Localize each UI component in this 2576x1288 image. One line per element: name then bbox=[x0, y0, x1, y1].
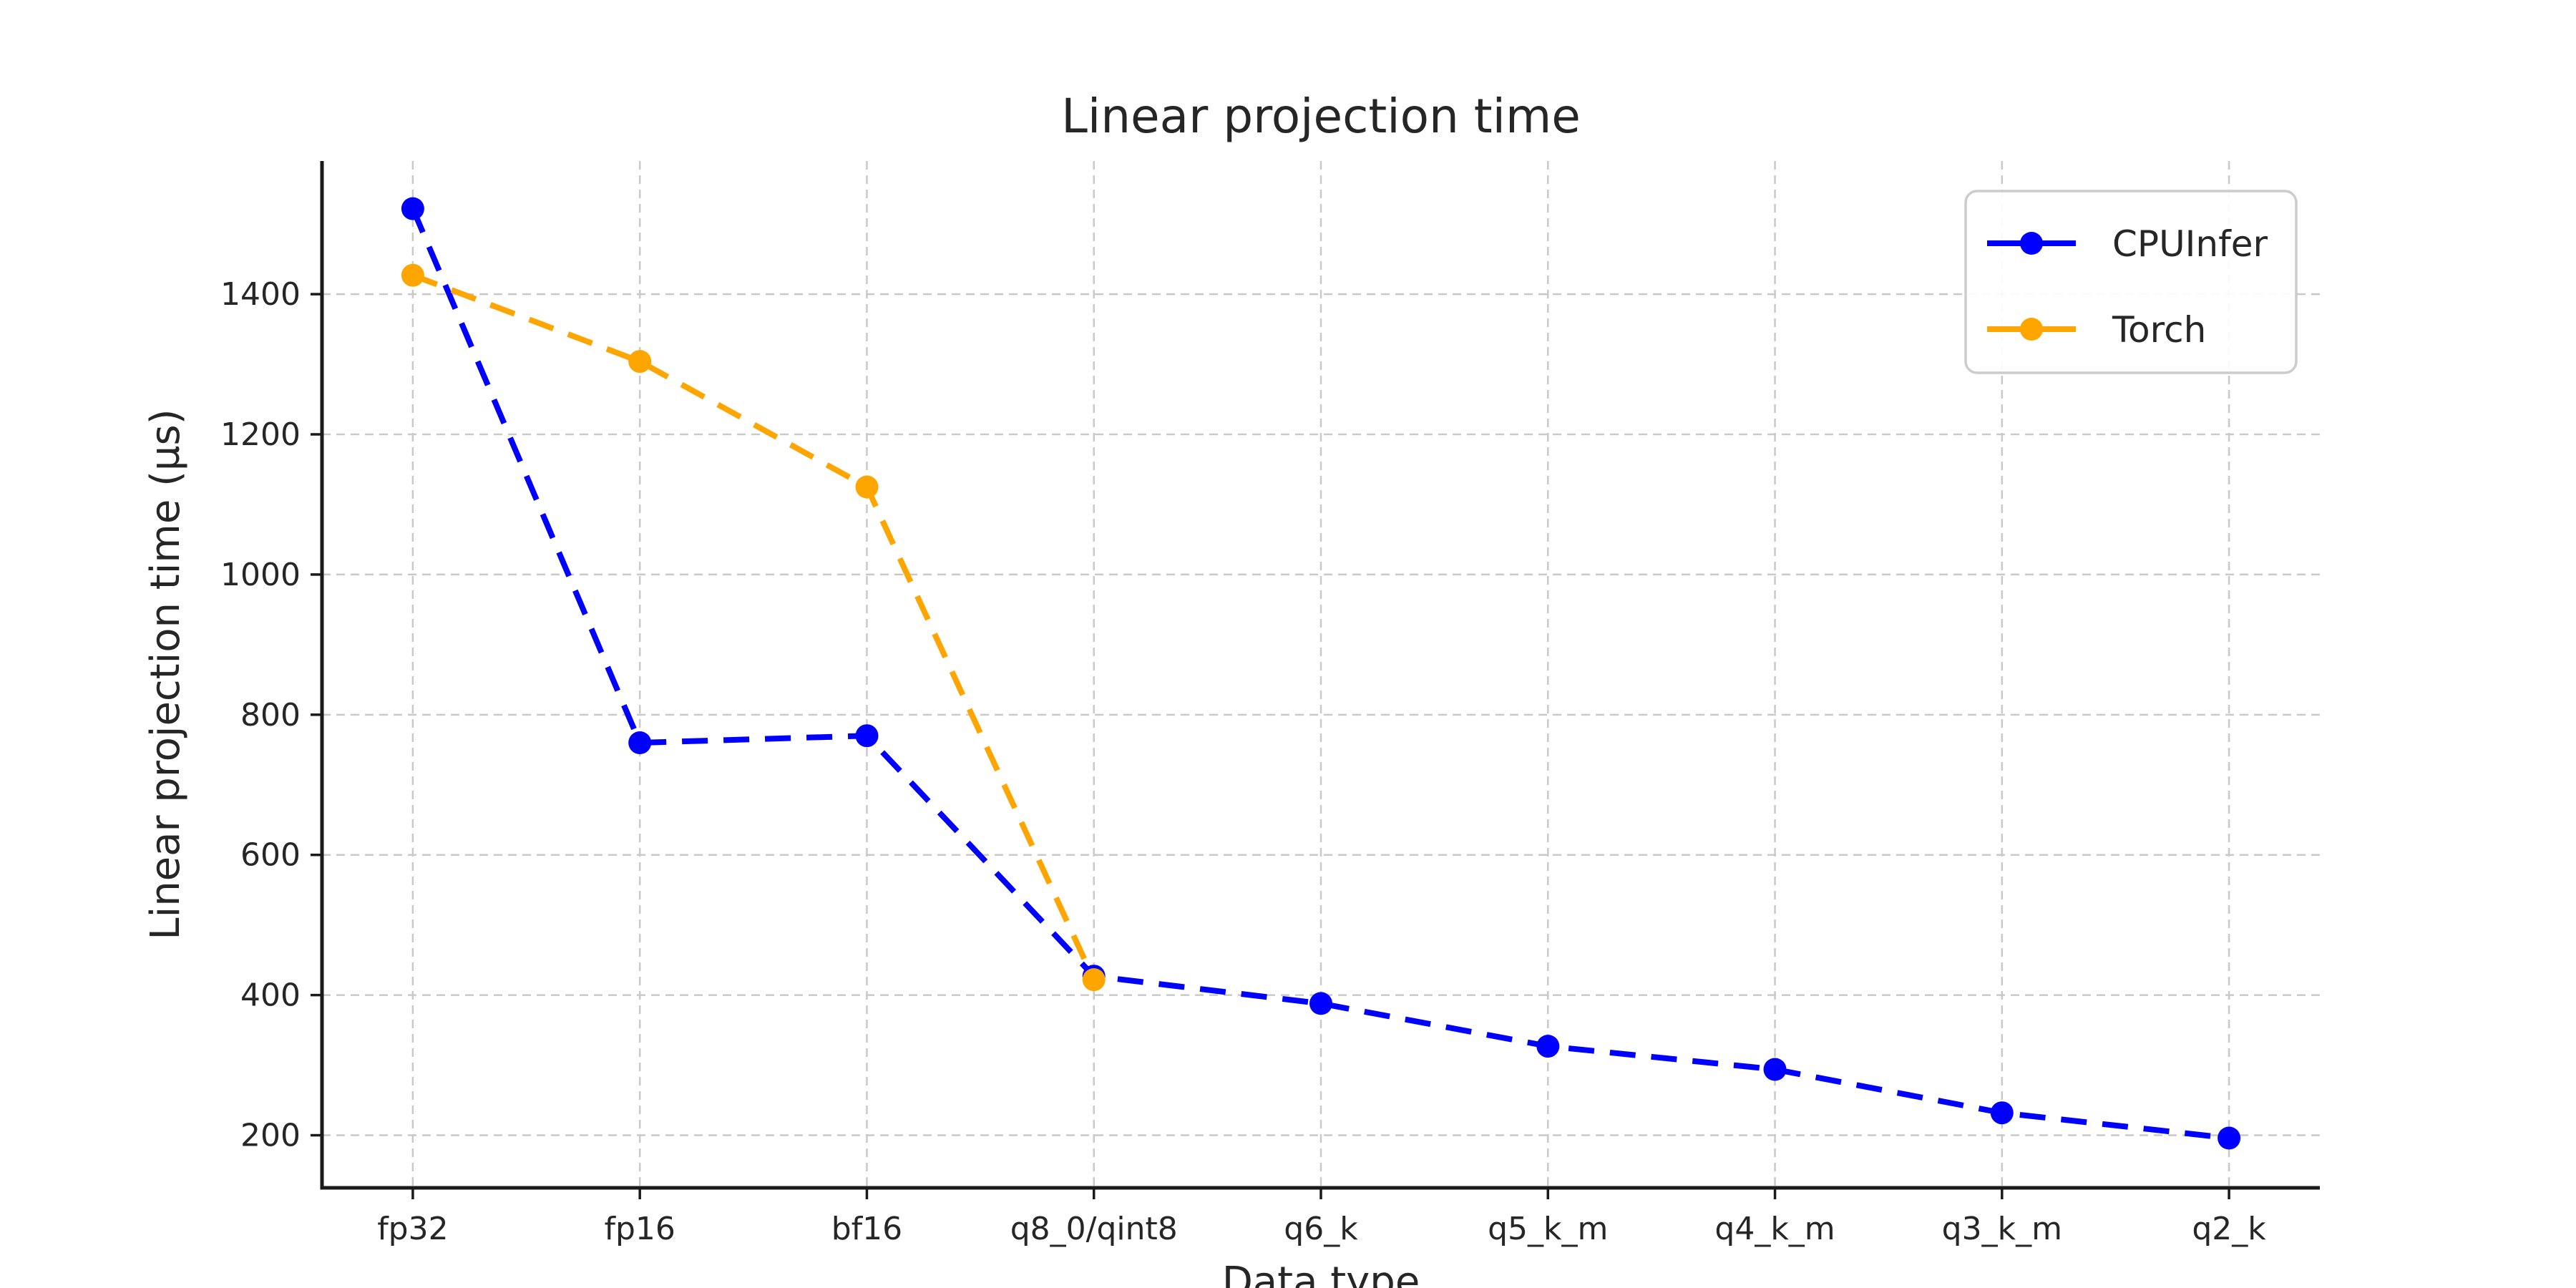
data-point-cpuinfer-q3_k_m bbox=[1990, 1101, 2014, 1125]
x-tick-label: fp16 bbox=[604, 1211, 675, 1247]
y-axis-label: Linear projection time (µs) bbox=[142, 409, 189, 940]
y-tick-label: 1200 bbox=[220, 416, 301, 453]
data-point-cpuinfer-q6_k bbox=[1309, 992, 1332, 1015]
data-point-cpuinfer-q5_k_m bbox=[1536, 1035, 1560, 1058]
legend-item-torch: Torch bbox=[1987, 309, 2206, 351]
x-tick-label: q5_k_m bbox=[1488, 1211, 1608, 1247]
legend-marker-icon bbox=[2020, 318, 2043, 341]
y-tick-label: 1000 bbox=[220, 557, 301, 593]
y-tick-label: 1400 bbox=[220, 276, 301, 313]
data-point-torch-bf16 bbox=[855, 475, 879, 499]
legend-item-cpuinfer: CPUInfer bbox=[1987, 223, 2268, 265]
data-point-torch-q8_0/qint8 bbox=[1082, 968, 1106, 992]
y-tick-label: 800 bbox=[240, 697, 301, 733]
y-tick-label: 200 bbox=[240, 1118, 301, 1154]
x-axis-label: Data type bbox=[1222, 1259, 1420, 1288]
legend-marker-icon bbox=[2020, 232, 2043, 255]
x-tick-label: bf16 bbox=[831, 1211, 902, 1247]
gridlines bbox=[322, 161, 2320, 1188]
data-point-cpuinfer-fp32 bbox=[401, 197, 424, 220]
data-point-cpuinfer-bf16 bbox=[855, 724, 879, 748]
x-tick-label: q6_k bbox=[1284, 1211, 1358, 1247]
legend: CPUInfer Torch bbox=[1964, 190, 2298, 374]
data-point-cpuinfer-q2_k bbox=[2218, 1126, 2241, 1150]
y-tick-label: 400 bbox=[240, 977, 301, 1014]
x-tick-label: q8_0/qint8 bbox=[1010, 1211, 1178, 1247]
data-point-cpuinfer-q4_k_m bbox=[1763, 1058, 1787, 1081]
x-tick-label: q4_k_m bbox=[1714, 1211, 1835, 1247]
x-tick-label: q2_k bbox=[2192, 1211, 2266, 1247]
data-point-cpuinfer-fp16 bbox=[628, 731, 652, 754]
data-point-torch-fp32 bbox=[401, 263, 424, 287]
x-tick-label: fp32 bbox=[377, 1211, 448, 1247]
y-tick-label: 600 bbox=[240, 837, 301, 874]
tick-labels: 200 400 600 800 1000 1200 1400 fp32 fp16 bf16 q8_0… bbox=[220, 276, 2266, 1247]
tick-marks bbox=[311, 293, 2230, 1199]
chart-title: Linear projection time bbox=[1061, 89, 1581, 144]
series-torch bbox=[401, 263, 1106, 992]
legend-label: CPUInfer bbox=[2112, 223, 2268, 265]
x-tick-label: q3_k_m bbox=[1942, 1211, 2062, 1247]
data-point-torch-fp16 bbox=[628, 350, 652, 374]
legend-label: Torch bbox=[2112, 309, 2206, 351]
